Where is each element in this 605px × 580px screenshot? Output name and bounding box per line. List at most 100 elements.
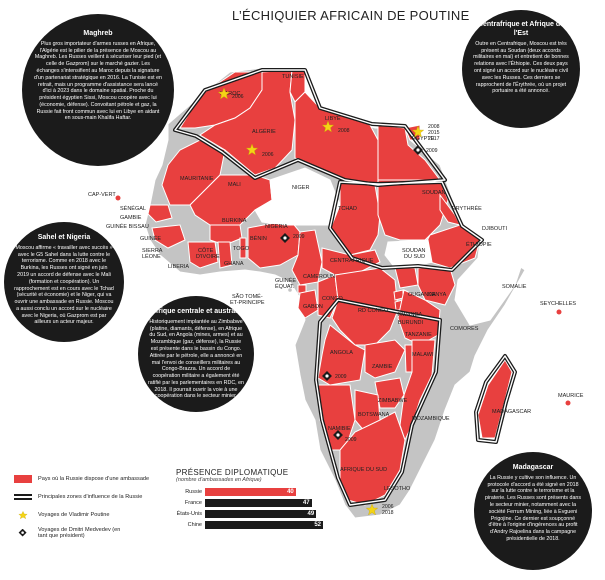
label-soudan: SOUDAN	[422, 190, 446, 196]
country-benin	[239, 237, 247, 259]
island-sao-tome	[288, 288, 292, 292]
bubble-maghreb: Maghreb Plus gros importateur d'armes ru…	[22, 14, 174, 166]
diplomatic-presence-chart: PRÉSENCE DIPLOMATIQUE (nombre d'ambassad…	[176, 468, 326, 531]
country-senegal	[147, 204, 173, 223]
label-seychelles: SEYCHELLES	[540, 301, 576, 307]
label-soudan-sud: SOUDAN DU SUD	[402, 248, 427, 260]
island-maurice	[565, 400, 571, 406]
chart-bar: 52	[205, 521, 323, 529]
label-maurice: MAURICE	[558, 393, 584, 399]
chart-row: Chine 52	[176, 520, 326, 530]
label-congo: CONGO	[322, 296, 344, 302]
label-afrique-sud: AFRIQUE DU SUD	[340, 467, 387, 473]
label-burkina: BURKINA	[222, 218, 247, 224]
legend-swatch-double-line	[14, 494, 32, 500]
label-mauritanie: MAURITANIE	[180, 176, 214, 182]
country-somalie	[454, 239, 526, 326]
chart-category-label: Russie	[185, 489, 202, 495]
label-tunisie: TUNISIE	[282, 74, 304, 80]
chart-bar: 40	[205, 488, 296, 496]
label-tanzanie: TANZANIE	[405, 332, 432, 338]
bubble-madagascar-text: La Russie y cultive son influence. Un pr…	[485, 474, 581, 542]
label-madagascar: MADAGASCAR	[492, 409, 531, 415]
label-togo: TOGO	[233, 246, 250, 252]
label-algerie: ALGÉRIE	[252, 128, 276, 135]
diamond-icon	[280, 233, 290, 243]
bubble-sahel-text: Moscou affirme « travailler avec succès …	[14, 244, 114, 326]
label-comores: COMORES	[450, 326, 479, 332]
label-liberia: LIBERIA	[168, 264, 189, 270]
chart-category-label: États-Unis	[176, 511, 202, 517]
chart-category-label: Chine	[187, 522, 202, 528]
bubble-maghreb-text: Plus gros importateur d'armes russes en …	[34, 40, 162, 122]
label-cote-ivoire: CÔTE D'IVOIRE	[196, 247, 220, 260]
label-maroc: MAROC	[220, 91, 241, 97]
visit-year-algerie: 2006	[262, 152, 274, 158]
legend-item-poutine: Voyages de Vladimir Poutine	[14, 506, 149, 524]
country-centrafrique	[321, 247, 381, 276]
label-benin: BÉNIN	[250, 235, 267, 242]
visit-year-maroc: 2006	[232, 94, 244, 100]
label-cote-ivoire-l2: D'IVOIRE	[196, 254, 220, 260]
label-lesotho: LESOTHO	[384, 486, 411, 492]
chart-bar: 47	[205, 499, 312, 507]
country-guinee	[151, 224, 186, 249]
chart-bars: Russie 40 France 47 États-Unis 49 Chine 52	[176, 487, 326, 530]
visit-year-libye: 2008	[338, 128, 350, 134]
bubble-australe-text: Historiquement implantée au Zimbabwe (pl…	[148, 318, 244, 400]
visit-year-angola: 2009	[335, 374, 347, 380]
label-niger: NIGER	[292, 185, 309, 191]
bubble-australe-title: Afrique centrale et australe	[150, 308, 242, 315]
bubble-centrafrique-title: Centrafrique et Afrique de l'Est	[477, 21, 565, 37]
label-centrafrique: CENTRAFRIQUE	[330, 258, 374, 264]
label-sao-tome-l1: SÃO TOMÉ-	[232, 293, 263, 300]
bubble-madagascar-title: Madagascar	[512, 464, 554, 471]
legend-label-ambassade: Pays où la Russie dispose d'une ambassad…	[38, 476, 150, 482]
diamond-icon	[18, 529, 27, 537]
label-egypte: ÉGYPTE	[412, 135, 435, 142]
bubble-maghreb-title: Maghreb	[83, 30, 113, 37]
label-angola: ANGOLA	[330, 350, 353, 356]
visit-year-afrique_sud: 2006 2018	[382, 504, 394, 516]
legend-item-influence: Principales zones d'influence de la Russ…	[14, 488, 149, 506]
country-gabon	[297, 289, 319, 319]
chart-row: Russie 40	[176, 487, 326, 497]
bubble-centrafrique-text: Outre en Centrafrique, Moscou est très p…	[473, 40, 569, 95]
label-gabon: GABON	[303, 304, 323, 310]
label-cote-ivoire-l1: CÔTE	[198, 247, 214, 254]
chart-subtitle: (nombre d'ambassades en Afrique)	[176, 477, 262, 483]
label-rdc: RD CONGO	[358, 308, 389, 314]
country-burkina	[209, 224, 243, 246]
legend-item-ambassade: Pays où la Russie dispose d'une ambassad…	[14, 470, 149, 488]
bubble-madagascar: Madagascar La Russie y cultive son influ…	[474, 452, 592, 570]
island-comores	[460, 338, 464, 342]
label-sao-tome: SÃO TOMÉ- ET-PRINCIPE	[230, 293, 265, 306]
legend-label-medvedev: Voyages de Dmitri Medvedev (en tant que …	[38, 527, 121, 539]
legend-swatch-red	[14, 475, 32, 483]
label-zambie: ZAMBIE	[372, 364, 393, 370]
label-guinee-equat-l1: GUINÉE	[275, 277, 296, 284]
country-erythree	[439, 193, 461, 226]
chart-bar: 49	[205, 510, 317, 518]
label-burundi: BURUNDI	[398, 320, 424, 326]
chart-row: France 47	[176, 498, 326, 508]
label-ouganda: OUGANDA	[408, 292, 436, 298]
label-guinee-equat: GUINÉE ÉQUAT.	[275, 277, 298, 290]
label-libye: LIBYE	[325, 116, 341, 122]
label-senegal: SÉNÉGAL	[120, 205, 146, 212]
bubble-sahel-title: Sahel et Nigeria	[37, 234, 91, 241]
label-erythree: ÉRYTHRÉE	[452, 205, 482, 212]
label-mozambique: MOZAMBIQUE	[412, 416, 450, 422]
country-algerie	[199, 69, 296, 176]
country-rwanda	[393, 289, 404, 301]
label-rwanda: RWANDA	[398, 312, 422, 318]
visit-year-egypte: 2008 2015 2017	[428, 124, 440, 142]
label-djibouti: DJIBOUTI	[482, 226, 508, 232]
chart-row: États-Unis 49	[176, 509, 326, 519]
label-guinee-bissau: GUINÉE BISSAU	[106, 223, 149, 230]
visit-year-nigeria: 2009	[293, 234, 305, 240]
star-icon	[245, 143, 259, 156]
legend-label-poutine: Voyages de Vladimir Poutine	[38, 512, 110, 518]
